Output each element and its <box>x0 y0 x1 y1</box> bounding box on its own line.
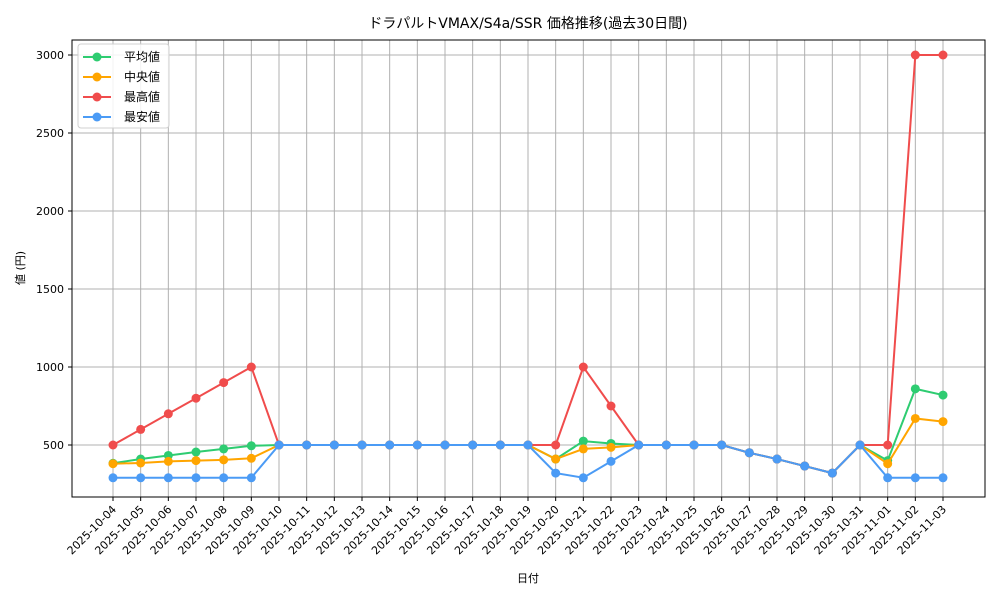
data-point <box>883 459 893 469</box>
data-point <box>578 362 588 372</box>
data-point <box>606 442 616 452</box>
data-point <box>551 454 561 464</box>
data-point <box>274 440 284 450</box>
data-point <box>938 417 948 427</box>
data-point <box>551 468 561 478</box>
data-point <box>938 473 948 483</box>
data-point <box>523 440 533 450</box>
x-axis-ticks: 2025-10-042025-10-052025-10-062025-10-07… <box>65 497 949 557</box>
data-point <box>246 362 256 372</box>
data-point <box>440 440 450 450</box>
y-axis-ticks: 500 1000 1500 2000 2500 3000 <box>36 49 72 452</box>
data-point <box>689 440 699 450</box>
data-point <box>551 440 561 450</box>
data-point <box>191 447 201 457</box>
data-point <box>385 440 395 450</box>
data-point <box>883 473 893 483</box>
legend-marker-icon <box>92 52 102 62</box>
y-tick-label: 2500 <box>36 127 64 140</box>
data-point <box>219 473 229 483</box>
grid-lines <box>72 40 985 497</box>
data-point <box>910 50 920 60</box>
data-point <box>163 409 173 419</box>
data-point <box>578 473 588 483</box>
data-point <box>246 453 256 463</box>
legend-box <box>77 43 170 129</box>
data-point <box>329 440 339 450</box>
y-tick-label: 1000 <box>36 361 64 374</box>
data-point <box>495 440 505 450</box>
data-point <box>163 456 173 466</box>
data-point <box>246 441 256 451</box>
data-point <box>717 440 727 450</box>
series-lines <box>108 50 948 483</box>
chart-title: ドラパルトVMAX/S4a/SSR 価格推移(過去30日間) <box>368 16 687 32</box>
data-point <box>136 424 146 434</box>
data-point <box>634 440 644 450</box>
data-point <box>246 473 256 483</box>
data-point <box>606 401 616 411</box>
series-3 <box>108 440 948 483</box>
data-point <box>910 473 920 483</box>
x-axis-label: 日付 <box>517 572 539 585</box>
data-point <box>108 459 118 469</box>
legend-marker-icon <box>92 112 102 122</box>
data-point <box>357 440 367 450</box>
data-point <box>412 440 422 450</box>
data-point <box>855 440 865 450</box>
data-point <box>191 473 201 483</box>
data-point <box>938 50 948 60</box>
y-tick-label: 1500 <box>36 283 64 296</box>
data-point <box>827 468 837 478</box>
data-point <box>219 455 229 465</box>
data-point <box>938 390 948 400</box>
legend-label: 最安値 <box>124 109 160 124</box>
data-point <box>191 393 201 403</box>
data-point <box>191 456 201 466</box>
y-axis-label: 値 (円) <box>14 251 27 285</box>
data-point <box>219 378 229 388</box>
data-point <box>744 448 754 458</box>
data-point <box>136 473 146 483</box>
data-point <box>772 454 782 464</box>
data-point <box>883 440 893 450</box>
y-tick-label: 500 <box>43 439 64 452</box>
legend-label: 最高値 <box>124 89 160 104</box>
y-tick-label: 2000 <box>36 205 64 218</box>
data-point <box>800 461 810 471</box>
data-point <box>163 473 173 483</box>
legend-label: 中央値 <box>124 69 160 84</box>
data-point <box>661 440 671 450</box>
legend-marker-icon <box>92 92 102 102</box>
data-point <box>910 384 920 394</box>
data-point <box>108 440 118 450</box>
y-tick-label: 3000 <box>36 49 64 62</box>
data-point <box>302 440 312 450</box>
data-point <box>136 458 146 468</box>
data-point <box>578 436 588 446</box>
data-point <box>910 413 920 423</box>
data-point <box>578 444 588 454</box>
data-point <box>468 440 478 450</box>
legend-marker-icon <box>92 72 102 82</box>
data-point <box>108 473 118 483</box>
data-point <box>606 456 616 466</box>
data-point <box>219 444 229 454</box>
legend-label: 平均値 <box>124 49 160 64</box>
